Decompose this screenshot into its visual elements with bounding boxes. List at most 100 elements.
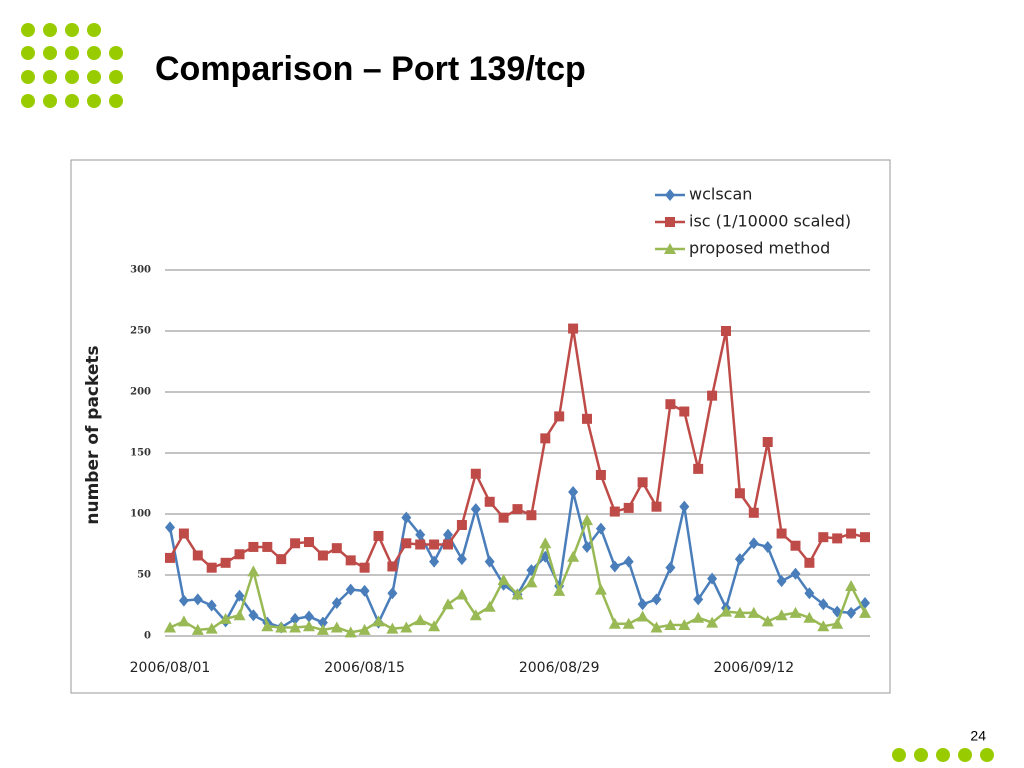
marker bbox=[568, 323, 579, 334]
y-axis-label: number of packets bbox=[83, 345, 103, 524]
marker bbox=[747, 606, 760, 618]
marker bbox=[498, 512, 509, 523]
marker bbox=[303, 620, 315, 632]
marker bbox=[568, 486, 579, 499]
marker bbox=[693, 593, 704, 606]
marker bbox=[789, 606, 802, 618]
marker bbox=[846, 528, 857, 539]
slide-title: Comparison – Port 139/tcp bbox=[155, 50, 586, 88]
marker bbox=[470, 503, 481, 516]
marker bbox=[304, 537, 314, 548]
marker bbox=[582, 413, 592, 424]
legend-label: wclscan bbox=[689, 185, 752, 204]
marker bbox=[846, 606, 857, 619]
marker bbox=[582, 540, 592, 553]
marker bbox=[761, 615, 774, 627]
marker bbox=[234, 589, 245, 602]
marker bbox=[387, 561, 398, 572]
marker bbox=[428, 620, 441, 632]
marker bbox=[706, 616, 719, 628]
marker bbox=[526, 510, 537, 521]
marker bbox=[762, 437, 773, 448]
marker bbox=[415, 539, 426, 550]
marker bbox=[803, 611, 816, 623]
marker bbox=[608, 617, 621, 629]
marker bbox=[373, 530, 384, 541]
marker bbox=[331, 543, 342, 554]
marker bbox=[664, 619, 677, 631]
y-tick-label: 300 bbox=[130, 265, 151, 276]
marker bbox=[414, 614, 427, 626]
marker bbox=[776, 575, 787, 588]
marker bbox=[165, 552, 175, 563]
marker bbox=[442, 598, 454, 610]
marker bbox=[275, 621, 288, 633]
marker bbox=[317, 616, 328, 629]
page-number: 24 bbox=[970, 728, 986, 744]
marker bbox=[581, 514, 593, 526]
marker bbox=[692, 611, 705, 623]
y-tick-label: 100 bbox=[130, 509, 151, 520]
marker bbox=[748, 537, 759, 550]
marker bbox=[525, 576, 538, 588]
marker bbox=[387, 587, 398, 600]
marker bbox=[776, 528, 787, 539]
marker bbox=[540, 433, 551, 444]
marker bbox=[330, 621, 343, 633]
marker bbox=[650, 621, 663, 633]
marker bbox=[443, 539, 453, 550]
marker bbox=[734, 553, 745, 566]
marker bbox=[415, 528, 426, 541]
x-tick-label: 2006/09/12 bbox=[713, 660, 794, 676]
marker bbox=[678, 619, 691, 631]
marker bbox=[261, 620, 274, 632]
marker bbox=[219, 612, 232, 624]
y-tick-label: 0 bbox=[144, 631, 151, 642]
marker bbox=[707, 390, 718, 401]
marker bbox=[804, 557, 815, 568]
marker bbox=[567, 550, 580, 562]
marker bbox=[554, 411, 565, 422]
marker bbox=[262, 541, 273, 552]
y-tick-label: 50 bbox=[137, 570, 151, 581]
marker bbox=[818, 532, 829, 543]
marker bbox=[817, 620, 830, 632]
marker bbox=[733, 606, 746, 618]
x-tick-label: 2006/08/15 bbox=[324, 660, 405, 676]
marker bbox=[679, 406, 690, 417]
marker bbox=[845, 579, 858, 591]
marker bbox=[304, 610, 314, 623]
marker bbox=[636, 610, 649, 622]
marker bbox=[484, 555, 495, 568]
marker bbox=[206, 599, 217, 612]
marker bbox=[401, 538, 412, 549]
marker bbox=[497, 573, 510, 585]
marker bbox=[345, 555, 356, 566]
marker bbox=[594, 583, 607, 595]
marker bbox=[386, 622, 399, 634]
marker bbox=[832, 533, 843, 544]
marker bbox=[623, 555, 634, 568]
marker bbox=[860, 532, 870, 543]
marker bbox=[665, 561, 676, 574]
marker bbox=[622, 617, 635, 629]
marker bbox=[483, 600, 496, 612]
marker bbox=[220, 557, 231, 568]
marker bbox=[637, 477, 648, 488]
marker bbox=[443, 528, 453, 541]
marker bbox=[720, 605, 732, 617]
marker bbox=[818, 598, 829, 611]
y-tick-label: 200 bbox=[130, 387, 151, 398]
marker bbox=[762, 540, 773, 553]
marker bbox=[192, 550, 203, 561]
marker bbox=[748, 507, 759, 518]
marker bbox=[290, 612, 301, 625]
marker bbox=[623, 502, 634, 513]
y-tick-label: 150 bbox=[130, 448, 151, 459]
marker bbox=[665, 399, 676, 410]
marker bbox=[164, 621, 176, 633]
marker bbox=[651, 593, 662, 606]
marker bbox=[289, 621, 302, 633]
marker bbox=[401, 511, 412, 524]
